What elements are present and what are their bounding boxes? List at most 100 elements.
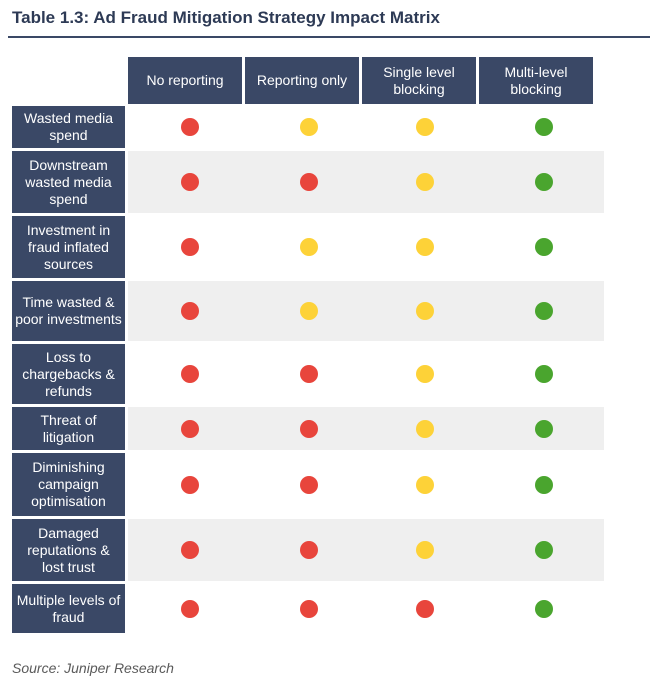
green-rating-dot-icon bbox=[535, 302, 553, 320]
red-rating-dot-icon bbox=[416, 599, 434, 618]
red-rating-dot-icon bbox=[181, 419, 199, 438]
cell-reporting-only bbox=[279, 106, 339, 148]
cell-multi-level-blocking bbox=[514, 584, 574, 633]
cell-no-reporting bbox=[160, 281, 220, 341]
yellow-rating-dot-icon bbox=[300, 118, 318, 136]
matrix-row-time-wasted-and-poor-investments: Time wasted & poor investments bbox=[12, 281, 604, 341]
row-label: Damaged reputations & lost trust bbox=[12, 519, 125, 581]
matrix-row-diminishing-campaign-optimisation: Diminishing campaign optimisation bbox=[12, 453, 604, 516]
row-label: Investment in fraud inflated sources bbox=[12, 216, 125, 278]
column-header-reporting-only: Reporting only bbox=[245, 57, 359, 104]
matrix-row-multiple-levels-of-fraud: Multiple levels of fraud bbox=[12, 584, 604, 633]
red-rating-dot-icon bbox=[181, 238, 199, 256]
red-rating-dot-icon bbox=[181, 118, 199, 136]
cell-no-reporting bbox=[160, 453, 220, 516]
row-band bbox=[128, 519, 604, 581]
column-header-multi-level-blocking: Multi-level blocking bbox=[479, 57, 593, 104]
yellow-rating-dot-icon bbox=[300, 302, 318, 320]
cell-reporting-only bbox=[279, 519, 339, 581]
red-rating-dot-icon bbox=[181, 599, 199, 618]
row-label: Downstream wasted media spend bbox=[12, 151, 125, 213]
cell-multi-level-blocking bbox=[514, 151, 574, 213]
cell-multi-level-blocking bbox=[514, 407, 574, 450]
green-rating-dot-icon bbox=[535, 173, 553, 191]
yellow-rating-dot-icon bbox=[300, 238, 318, 256]
red-rating-dot-icon bbox=[181, 541, 199, 559]
cell-no-reporting bbox=[160, 151, 220, 213]
red-rating-dot-icon bbox=[181, 365, 199, 383]
cell-multi-level-blocking bbox=[514, 106, 574, 148]
cell-reporting-only bbox=[279, 281, 339, 341]
red-rating-dot-icon bbox=[300, 475, 318, 494]
row-label: Diminishing campaign optimisation bbox=[12, 453, 125, 516]
green-rating-dot-icon bbox=[535, 238, 553, 256]
cell-reporting-only bbox=[279, 453, 339, 516]
red-rating-dot-icon bbox=[300, 541, 318, 559]
column-header-no-reporting: No reporting bbox=[128, 57, 242, 104]
cell-reporting-only bbox=[279, 344, 339, 404]
matrix-row-investment-in-fraud-inflated-sources: Investment in fraud inflated sources bbox=[12, 216, 604, 278]
cell-no-reporting bbox=[160, 216, 220, 278]
yellow-rating-dot-icon bbox=[416, 419, 434, 438]
cell-reporting-only bbox=[279, 216, 339, 278]
red-rating-dot-icon bbox=[300, 599, 318, 618]
green-rating-dot-icon bbox=[535, 365, 553, 383]
red-rating-dot-icon bbox=[181, 302, 199, 320]
cell-reporting-only bbox=[279, 407, 339, 450]
yellow-rating-dot-icon bbox=[416, 238, 434, 256]
column-header-single-level-blocking: Single level blocking bbox=[362, 57, 476, 104]
cell-single-level-blocking bbox=[395, 151, 455, 213]
yellow-rating-dot-icon bbox=[416, 302, 434, 320]
title-divider bbox=[8, 36, 650, 38]
row-label: Multiple levels of fraud bbox=[12, 584, 125, 633]
row-band bbox=[128, 151, 604, 213]
cell-single-level-blocking bbox=[395, 519, 455, 581]
table-title: Table 1.3: Ad Fraud Mitigation Strategy … bbox=[12, 8, 440, 27]
cell-multi-level-blocking bbox=[514, 519, 574, 581]
cell-no-reporting bbox=[160, 519, 220, 581]
cell-no-reporting bbox=[160, 407, 220, 450]
row-label: Wasted media spend bbox=[12, 106, 125, 148]
yellow-rating-dot-icon bbox=[416, 173, 434, 191]
cell-single-level-blocking bbox=[395, 584, 455, 633]
cell-reporting-only bbox=[279, 584, 339, 633]
cell-single-level-blocking bbox=[395, 281, 455, 341]
yellow-rating-dot-icon bbox=[416, 118, 434, 136]
green-rating-dot-icon bbox=[535, 541, 553, 559]
matrix-row-damaged-reputations-and-lost-trust: Damaged reputations & lost trust bbox=[12, 519, 604, 581]
red-rating-dot-icon bbox=[181, 173, 199, 191]
matrix-row-wasted-media-spend: Wasted media spend bbox=[12, 106, 604, 148]
cell-no-reporting bbox=[160, 344, 220, 404]
matrix-row-downstream-wasted-media-spend: Downstream wasted media spend bbox=[12, 151, 604, 213]
yellow-rating-dot-icon bbox=[416, 541, 434, 559]
cell-single-level-blocking bbox=[395, 216, 455, 278]
red-rating-dot-icon bbox=[300, 365, 318, 383]
red-rating-dot-icon bbox=[300, 173, 318, 191]
cell-multi-level-blocking bbox=[514, 281, 574, 341]
row-label: Threat of litigation bbox=[12, 407, 125, 450]
yellow-rating-dot-icon bbox=[416, 475, 434, 494]
cell-multi-level-blocking bbox=[514, 344, 574, 404]
impact-matrix: No reporting Reporting only Single level… bbox=[12, 57, 604, 633]
matrix-row-threat-of-litigation: Threat of litigation bbox=[12, 407, 604, 450]
green-rating-dot-icon bbox=[535, 475, 553, 494]
green-rating-dot-icon bbox=[535, 118, 553, 136]
cell-multi-level-blocking bbox=[514, 453, 574, 516]
row-band bbox=[128, 407, 604, 450]
green-rating-dot-icon bbox=[535, 599, 553, 618]
cell-single-level-blocking bbox=[395, 106, 455, 148]
yellow-rating-dot-icon bbox=[416, 365, 434, 383]
cell-no-reporting bbox=[160, 106, 220, 148]
row-band bbox=[128, 281, 604, 341]
source-note: Source: Juniper Research bbox=[12, 660, 174, 676]
green-rating-dot-icon bbox=[535, 419, 553, 438]
cell-single-level-blocking bbox=[395, 344, 455, 404]
matrix-row-loss-to-chargebacks-and-refunds: Loss to chargebacks & refunds bbox=[12, 344, 604, 404]
cell-single-level-blocking bbox=[395, 453, 455, 516]
cell-single-level-blocking bbox=[395, 407, 455, 450]
row-label: Loss to chargebacks & refunds bbox=[12, 344, 125, 404]
cell-multi-level-blocking bbox=[514, 216, 574, 278]
cell-no-reporting bbox=[160, 584, 220, 633]
red-rating-dot-icon bbox=[300, 419, 318, 438]
cell-reporting-only bbox=[279, 151, 339, 213]
